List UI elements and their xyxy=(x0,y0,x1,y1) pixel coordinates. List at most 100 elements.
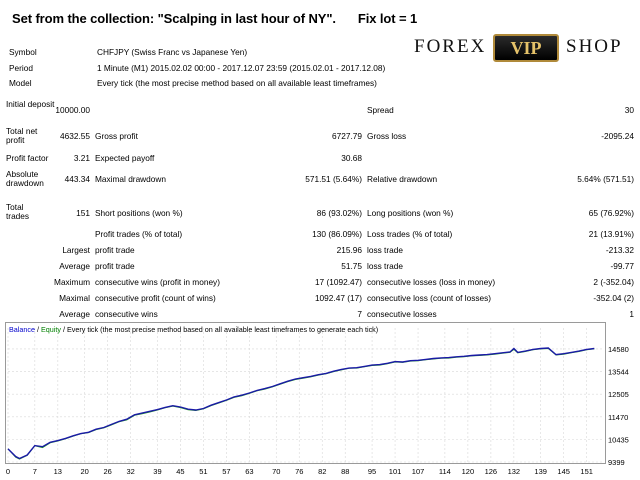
y-tick-label: 14580 xyxy=(608,345,629,354)
x-tick-label: 0 xyxy=(6,467,10,476)
y-tick-label: 11470 xyxy=(608,413,628,422)
balance-chart-frame xyxy=(5,322,606,464)
maximum-label: Maximum xyxy=(54,277,90,287)
average-consecutive-label: Average xyxy=(59,309,90,319)
x-tick-label: 70 xyxy=(272,467,280,476)
maximal-label: Maximal xyxy=(59,293,90,303)
logo-word-shop: SHOP xyxy=(566,36,623,57)
gross-profit-label: Gross profit xyxy=(95,131,138,141)
total-net-profit-label: Total net profit xyxy=(6,126,38,145)
largest-profit-trade-value: 215.96 xyxy=(336,245,362,255)
y-tick-label: 10435 xyxy=(608,435,629,444)
avg-consecutive-wins-value: 7 xyxy=(357,309,362,319)
maximal-drawdown-value: 571.51 (5.64%) xyxy=(305,174,362,184)
equity-line xyxy=(7,347,595,460)
total-trades-value: 151 xyxy=(76,208,90,218)
profit-factor-value: 3.21 xyxy=(73,153,90,163)
average-label: Average xyxy=(59,261,90,271)
x-tick-label: 32 xyxy=(126,467,134,476)
x-tick-label: 82 xyxy=(318,467,326,476)
x-tick-label: 151 xyxy=(580,467,593,476)
y-tick-label: 13544 xyxy=(608,368,629,377)
avg-consecutive-losses-label: consecutive losses xyxy=(367,309,437,319)
max-consecutive-wins-label: consecutive wins (profit in money) xyxy=(95,277,220,287)
forex-vip-shop-logo: FOREX VIP SHOP xyxy=(414,34,628,64)
average-profit-trade-label: profit trade xyxy=(95,261,135,271)
spread-value: 30 xyxy=(624,105,634,115)
relative-drawdown-value: 5.64% (571.51) xyxy=(577,174,634,184)
profit-trades-value: 130 (86.09%) xyxy=(312,229,362,239)
loss-trades-label: Loss trades (% of total) xyxy=(367,229,453,239)
model-value: Every tick (the most precise method base… xyxy=(97,78,377,88)
x-tick-label: 145 xyxy=(557,467,570,476)
profit-trades-label: Profit trades (% of total) xyxy=(95,229,183,239)
symbol-value: CHFJPY (Swiss Franc vs Japanese Yen) xyxy=(97,47,248,57)
maximal-consecutive-loss-value: -352.04 (2) xyxy=(593,293,634,303)
x-tick-label: 20 xyxy=(80,467,88,476)
logo-badge: VIP xyxy=(493,34,559,62)
gross-loss-label: Gross loss xyxy=(367,131,407,141)
max-consecutive-wins-value: 17 (1092.47) xyxy=(314,277,362,287)
fix-lot-label: Fix lot = 1 xyxy=(357,11,418,26)
x-tick-label: 88 xyxy=(341,467,349,476)
gross-profit-value: 6727.79 xyxy=(332,131,362,141)
spread-label: Spread xyxy=(367,105,394,115)
expected-payoff-label: Expected payoff xyxy=(95,153,155,163)
collection-title: Set from the collection: "Scalping in la… xyxy=(12,11,336,26)
legend-description: / Every tick (the most precise method ba… xyxy=(60,325,379,334)
short-positions-value: 86 (93.02%) xyxy=(316,208,362,218)
relative-drawdown-label: Relative drawdown xyxy=(367,174,438,184)
avg-consecutive-wins-label: consecutive wins xyxy=(95,309,158,319)
x-tick-label: 107 xyxy=(412,467,425,476)
short-positions-label: Short positions (won %) xyxy=(95,208,183,218)
chart-legend: Balance / Equity / Every tick (the most … xyxy=(9,325,378,334)
x-tick-label: 7 xyxy=(33,467,37,476)
maximal-consecutive-profit-value: 1092.47 (17) xyxy=(314,293,362,303)
x-tick-label: 120 xyxy=(462,467,475,476)
maximal-consecutive-loss-label: consecutive loss (count of losses) xyxy=(367,293,492,303)
x-tick-label: 63 xyxy=(245,467,253,476)
period-value: 1 Minute (M1) 2015.02.02 00:00 - 2017.12… xyxy=(97,63,386,73)
average-profit-trade-value: 51.75 xyxy=(341,261,362,271)
profit-factor-label: Profit factor xyxy=(6,153,49,163)
loss-trades-value: 21 (13.91%) xyxy=(588,229,634,239)
x-tick-label: 76 xyxy=(295,467,303,476)
max-consecutive-losses-label: consecutive losses (loss in money) xyxy=(367,277,496,287)
y-tick-label: 9399 xyxy=(608,458,625,467)
legend-separator: / xyxy=(34,325,41,334)
period-label: Period xyxy=(9,63,33,73)
symbol-label: Symbol xyxy=(9,47,37,57)
total-trades-label: Total trades xyxy=(6,202,30,221)
max-consecutive-losses-value: 2 (-352.04) xyxy=(593,277,634,287)
report-table: Symbol CHFJPY (Swiss Franc vs Japanese Y… xyxy=(6,47,634,319)
x-tick-label: 57 xyxy=(222,467,230,476)
total-net-profit-value: 4632.55 xyxy=(60,131,90,141)
long-positions-value: 65 (76.92%) xyxy=(588,208,634,218)
maximal-consecutive-profit-label: consecutive profit (count of wins) xyxy=(95,293,216,303)
report-title: Set from the collection: "Scalping in la… xyxy=(12,11,417,26)
logo-word-forex: FOREX xyxy=(414,36,487,57)
x-tick-label: 132 xyxy=(508,467,521,476)
x-tick-label: 114 xyxy=(439,467,451,476)
avg-consecutive-losses-value: 1 xyxy=(629,309,634,319)
legend-balance: Balance xyxy=(9,325,35,334)
x-tick-label: 101 xyxy=(389,467,402,476)
x-tick-label: 39 xyxy=(153,467,161,476)
gross-loss-value: -2095.24 xyxy=(601,131,634,141)
average-loss-trade-label: loss trade xyxy=(367,261,403,271)
maximal-drawdown-label: Maximal drawdown xyxy=(95,174,167,184)
model-label: Model xyxy=(9,78,32,88)
x-tick-label: 126 xyxy=(485,467,498,476)
largest-loss-trade-value: -213.32 xyxy=(605,245,634,255)
absolute-drawdown-value: 443.34 xyxy=(64,174,90,184)
balance-line xyxy=(7,347,595,460)
initial-deposit-value: 10000.00 xyxy=(55,105,90,115)
expected-payoff-value: 30.68 xyxy=(341,153,362,163)
x-tick-label: 45 xyxy=(176,467,184,476)
x-tick-label: 95 xyxy=(368,467,376,476)
absolute-drawdown-label: Absolute drawdown xyxy=(6,169,44,188)
largest-profit-trade-label: profit trade xyxy=(95,245,135,255)
long-positions-label: Long positions (won %) xyxy=(367,208,454,218)
x-tick-label: 139 xyxy=(534,467,547,476)
